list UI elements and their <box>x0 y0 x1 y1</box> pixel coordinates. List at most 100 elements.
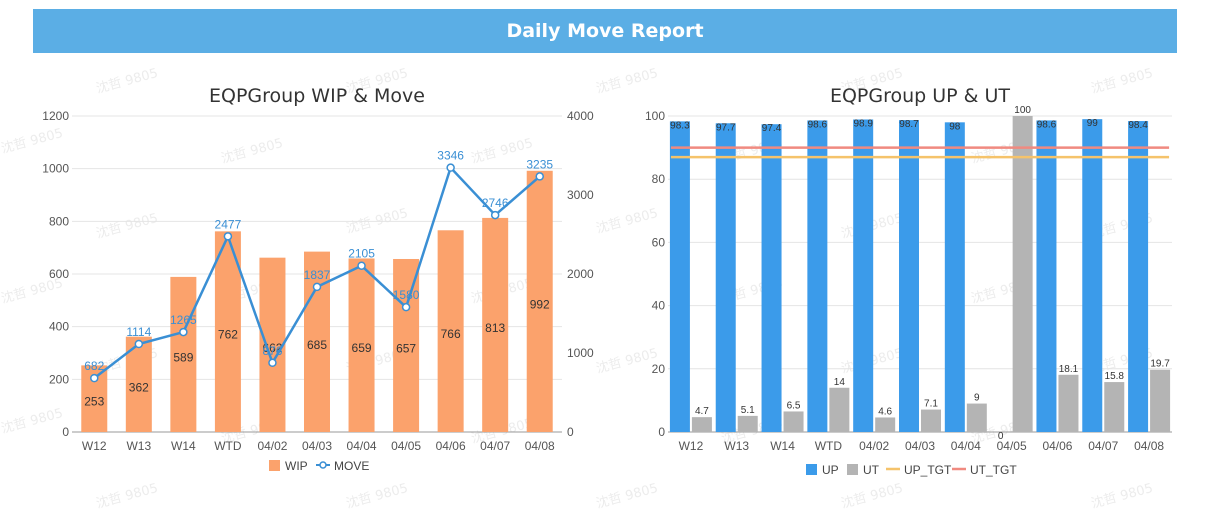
y-left-tick-label: 1000 <box>42 162 69 176</box>
y-left-tick-label: 800 <box>49 214 69 228</box>
move-point-label: 2105 <box>348 247 375 261</box>
up-bar-label: 99 <box>1087 118 1099 129</box>
wip-bar-label: 992 <box>530 297 550 311</box>
ut-bar <box>875 417 896 432</box>
move-point-label: 1265 <box>170 313 197 327</box>
report-header: Daily Move Report <box>33 9 1177 53</box>
up-bar-label: 97.7 <box>716 122 736 133</box>
x-tick-label: 04/03 <box>905 439 935 453</box>
move-point-label: 1580 <box>393 288 420 302</box>
wip-bar-label: 253 <box>84 395 104 409</box>
wip-bar <box>437 230 464 432</box>
x-tick-label: 04/04 <box>951 439 981 453</box>
wip-bar <box>170 276 197 432</box>
up-bar <box>944 122 965 432</box>
move-point <box>223 232 233 241</box>
move-point <box>401 302 411 312</box>
chart-title: EQPGroup UP & UT <box>830 85 1010 107</box>
legend-wip-label: WIP <box>285 459 308 473</box>
ut-bar-label: 4.7 <box>695 406 709 417</box>
y-right-tick-label: 2000 <box>567 267 594 281</box>
up-bar <box>853 119 874 432</box>
x-tick-label: W12 <box>679 439 704 453</box>
move-point <box>90 373 99 383</box>
up-bar-label: 98.6 <box>1037 119 1057 130</box>
wip-bar <box>482 217 509 432</box>
up-bar <box>761 124 782 432</box>
up-bar-label: 98.6 <box>808 119 828 130</box>
up-bar-label: 98.4 <box>1128 120 1148 131</box>
x-tick-label: W13 <box>724 439 749 453</box>
y-tick-label: 80 <box>652 172 666 186</box>
wip-bar <box>214 231 241 432</box>
move-point-label: 2746 <box>482 196 509 210</box>
up-bar-label: 97.4 <box>762 123 782 134</box>
x-tick-label: 04/06 <box>1042 439 1072 453</box>
ut-bar-label: 15.8 <box>1105 371 1125 382</box>
x-tick-label: W14 <box>770 439 795 453</box>
wip-bar <box>348 258 375 432</box>
ut-bar <box>691 417 712 432</box>
y-right-tick-label: 3000 <box>567 188 594 202</box>
x-tick-label: 04/05 <box>997 439 1027 453</box>
y-right-tick-label: 4000 <box>567 109 594 123</box>
x-tick-label: 04/08 <box>525 439 555 453</box>
legend-up-label: UP <box>822 463 839 477</box>
wip-bar-label: 659 <box>352 341 372 355</box>
up-bar <box>807 120 828 432</box>
y-tick-label: 20 <box>652 362 666 376</box>
x-tick-label: 04/04 <box>347 439 377 453</box>
ut-bar-label: 7.1 <box>924 399 938 410</box>
move-point-label: 3346 <box>437 149 464 163</box>
up-bar-label: 0 <box>998 431 1004 442</box>
move-point-label: 2477 <box>215 217 242 231</box>
y-left-tick-label: 400 <box>49 320 69 334</box>
legend-ut-swatch <box>847 464 858 475</box>
ut-bar <box>1012 116 1033 432</box>
y-left-tick-label: 600 <box>49 267 69 281</box>
legend-ut-label: UT <box>863 463 880 477</box>
move-point <box>446 163 455 172</box>
wip-bar-label: 813 <box>485 321 505 335</box>
ut-bar <box>966 403 987 432</box>
ut-bar-label: 4.6 <box>878 406 892 417</box>
wip-bar-label: 766 <box>441 327 461 341</box>
wip-bar-label: 589 <box>173 350 193 364</box>
y-tick-label: 40 <box>652 299 666 313</box>
ut-bar <box>783 411 804 432</box>
x-tick-label: 04/03 <box>302 439 332 453</box>
x-tick-label: W12 <box>82 439 107 453</box>
report-title: Daily Move Report <box>506 20 704 42</box>
up-bar <box>1082 119 1103 432</box>
move-point <box>134 339 144 349</box>
up-bar-label: 98 <box>949 121 961 132</box>
x-tick-label: WTD <box>815 439 843 453</box>
ut-bar <box>737 415 758 432</box>
ut-bar <box>829 387 850 432</box>
move-point <box>268 358 277 368</box>
chart-title: EQPGroup WIP & Move <box>209 85 425 107</box>
ut-bar <box>1104 382 1125 432</box>
ut-bar-label: 19.7 <box>1150 359 1170 370</box>
x-tick-label: WTD <box>214 439 242 453</box>
ut-bar-label: 6.5 <box>787 400 801 411</box>
y-right-tick-label: 0 <box>567 425 574 439</box>
y-right-tick-label: 1000 <box>567 346 594 360</box>
x-tick-label: 04/07 <box>480 439 510 453</box>
wip-bar-label: 685 <box>307 338 327 352</box>
wip-bar <box>125 336 152 432</box>
move-point-label: 876 <box>262 344 282 358</box>
move-point-label: 1114 <box>126 325 151 339</box>
y-tick-label: 100 <box>645 109 665 123</box>
legend-move-label: MOVE <box>334 459 369 473</box>
up-bar <box>1036 120 1057 432</box>
move-point-label: 1837 <box>304 268 331 282</box>
x-tick-label: 04/07 <box>1088 439 1118 453</box>
legend-up-swatch <box>806 464 817 475</box>
y-tick-label: 0 <box>658 425 665 439</box>
ut-bar <box>1058 374 1079 432</box>
up-bar <box>899 120 919 432</box>
up-bar-label: 98.9 <box>853 118 873 129</box>
